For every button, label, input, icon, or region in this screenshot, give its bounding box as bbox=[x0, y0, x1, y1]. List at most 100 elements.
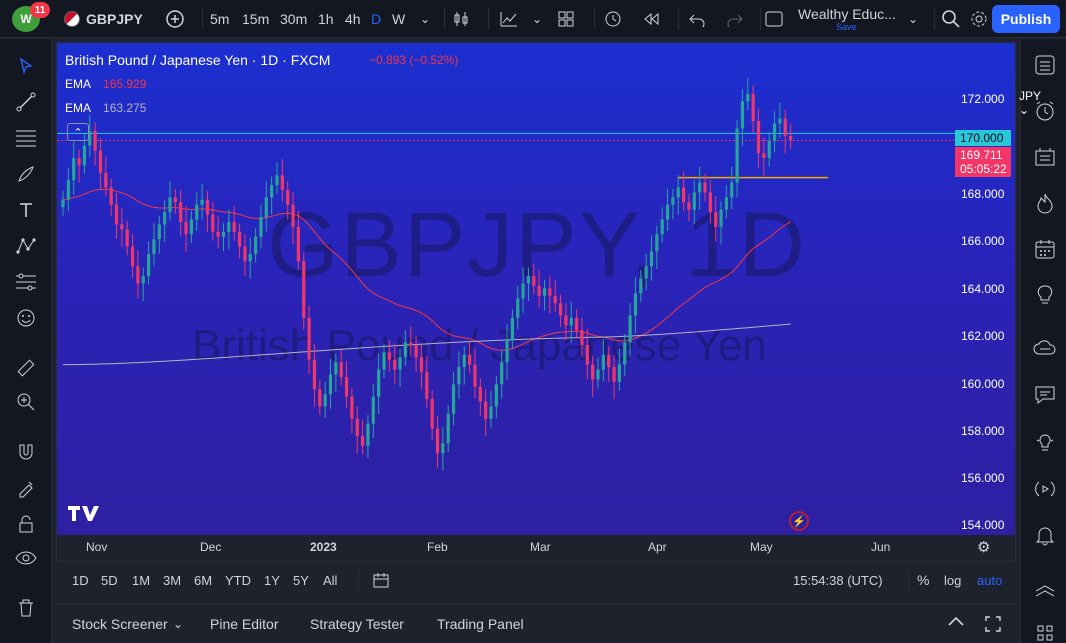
clock-timezone[interactable]: 15:54:38 (UTC) bbox=[793, 573, 883, 588]
trend-line-icon[interactable] bbox=[13, 89, 39, 115]
stay-drawing-icon[interactable] bbox=[13, 475, 39, 501]
time-axis[interactable]: Nov Dec 2023 Feb Mar Apr May Jun ⚙ bbox=[57, 535, 1015, 561]
indicators-icon[interactable] bbox=[496, 6, 522, 32]
log-scale-toggle[interactable]: log bbox=[944, 573, 962, 588]
range-1y[interactable]: 1Y bbox=[264, 573, 280, 588]
candle bbox=[783, 110, 787, 154]
time-tick: Nov bbox=[86, 540, 108, 554]
streams-cloud-icon[interactable] bbox=[1031, 335, 1059, 363]
timeframe-30m[interactable]: 30m bbox=[280, 11, 308, 27]
timeframe-4h[interactable]: 4h bbox=[345, 11, 361, 27]
hotlists-fire-icon[interactable] bbox=[1031, 189, 1059, 217]
dom-layers-icon[interactable] bbox=[1031, 579, 1059, 607]
range-all[interactable]: All bbox=[323, 573, 338, 588]
eye-icon[interactable] bbox=[13, 545, 39, 571]
range-3m[interactable]: 3M bbox=[163, 573, 182, 588]
chevron-down-icon[interactable]: ⌄ bbox=[531, 12, 543, 26]
tab-stock-screener[interactable]: Stock Screener bbox=[72, 616, 168, 632]
symbol-search[interactable]: GBPJPY bbox=[64, 0, 143, 38]
ideas-lightbulb-icon[interactable] bbox=[1031, 281, 1059, 309]
signals-broadcast-icon[interactable] bbox=[1031, 475, 1059, 503]
goto-date-calendar-icon[interactable] bbox=[372, 571, 390, 592]
timeframe-d[interactable]: D bbox=[371, 11, 382, 27]
cursor-icon[interactable] bbox=[13, 53, 39, 79]
candle bbox=[77, 149, 81, 183]
apps-grid-icon[interactable] bbox=[1031, 619, 1059, 643]
zoom-in-icon[interactable] bbox=[13, 389, 39, 415]
lock-icon[interactable] bbox=[13, 511, 39, 537]
range-5y[interactable]: 5Y bbox=[293, 573, 309, 588]
timeframe-5m[interactable]: 5m bbox=[210, 11, 230, 27]
data-window-icon[interactable] bbox=[1031, 143, 1059, 171]
chart-pane[interactable]: GBPJPY, 1D British Pound / Japanese Yen … bbox=[56, 42, 1041, 562]
text-tool-icon[interactable] bbox=[13, 197, 39, 223]
pattern-tool-icon[interactable] bbox=[13, 233, 39, 259]
templates-grid-icon[interactable] bbox=[553, 6, 579, 32]
settings-gear-icon[interactable] bbox=[966, 6, 992, 32]
replay-icon[interactable] bbox=[638, 6, 664, 32]
timeframe-1h[interactable]: 1h bbox=[318, 11, 334, 27]
search-icon[interactable] bbox=[938, 6, 964, 32]
top-toolbar: W 11 GBPJPY 5m 15m 30m 1h 4h D W ⌄ ⌄ bbox=[0, 0, 1066, 38]
chevron-down-icon[interactable]: ⌄ bbox=[173, 617, 184, 631]
fib-retracement-icon[interactable] bbox=[13, 125, 39, 151]
range-1d[interactable]: 1D bbox=[72, 573, 89, 588]
ema-legend-slow[interactable]: EMA 163.275 bbox=[65, 101, 146, 115]
alert-clock-icon[interactable] bbox=[600, 6, 626, 32]
series-legend-title[interactable]: British Pound / Japanese Yen · 1D · FXCM bbox=[65, 52, 331, 68]
calendar-icon[interactable] bbox=[1031, 235, 1059, 263]
watchlist-icon[interactable] bbox=[1031, 51, 1059, 79]
candle bbox=[639, 269, 643, 302]
magnet-icon[interactable] bbox=[13, 439, 39, 465]
prediction-tool-icon[interactable] bbox=[13, 269, 39, 295]
candle bbox=[259, 204, 263, 249]
lightning-icon[interactable]: ⚡ bbox=[789, 511, 809, 531]
alarm-clock-icon[interactable] bbox=[1031, 97, 1059, 125]
collapse-legend-chevron-up-icon[interactable]: ⌃ bbox=[67, 123, 89, 141]
candle bbox=[628, 303, 632, 358]
candle bbox=[130, 234, 135, 278]
candle-style-icon[interactable] bbox=[448, 6, 474, 32]
ema-fast-line bbox=[62, 188, 791, 351]
candle bbox=[601, 338, 605, 382]
auto-scale-toggle[interactable]: auto bbox=[977, 573, 1003, 588]
chevron-down-icon[interactable]: ⌄ bbox=[907, 12, 919, 26]
currency-selector[interactable]: JPY ⌄ bbox=[1019, 89, 1041, 117]
candle bbox=[232, 205, 236, 241]
chevron-down-icon[interactable]: ⌄ bbox=[419, 12, 431, 26]
chats-icon[interactable] bbox=[1031, 381, 1059, 409]
notifications-bell-icon[interactable] bbox=[1031, 521, 1059, 549]
tab-strategy-tester[interactable]: Strategy Tester bbox=[310, 616, 404, 632]
range-5d[interactable]: 5D bbox=[101, 573, 118, 588]
trash-icon[interactable] bbox=[13, 595, 39, 621]
tech-support-icon[interactable] bbox=[1031, 429, 1059, 457]
tab-pine-editor[interactable]: Pine Editor bbox=[210, 616, 279, 632]
range-6m[interactable]: 6M bbox=[194, 573, 213, 588]
undo-icon[interactable] bbox=[684, 6, 710, 32]
ruler-icon[interactable] bbox=[13, 355, 39, 381]
candle bbox=[596, 357, 600, 389]
range-1m[interactable]: 1M bbox=[132, 573, 151, 588]
price-chart[interactable] bbox=[57, 43, 1015, 535]
emoji-icon[interactable] bbox=[13, 305, 39, 331]
fullscreen-square-icon[interactable] bbox=[761, 6, 787, 32]
range-ytd[interactable]: YTD bbox=[225, 573, 251, 588]
chart-settings-gear-icon[interactable]: ⚙ bbox=[977, 539, 991, 556]
compare-add-icon[interactable] bbox=[162, 6, 188, 32]
candle bbox=[489, 390, 493, 428]
brush-icon[interactable] bbox=[13, 161, 39, 187]
timeframe-15m[interactable]: 15m bbox=[242, 11, 270, 27]
redo-icon[interactable] bbox=[722, 6, 748, 32]
layout-name[interactable]: Wealthy Educ... bbox=[798, 6, 896, 22]
chevron-up-icon[interactable] bbox=[946, 614, 966, 631]
symbol-name-watermark: British Pound / Japanese Yen bbox=[192, 321, 767, 370]
ema-legend-fast[interactable]: EMA 165.929 bbox=[65, 77, 146, 91]
maximize-panel-icon[interactable] bbox=[984, 615, 1002, 636]
timeframe-w[interactable]: W bbox=[392, 11, 406, 27]
percent-scale-toggle[interactable]: % bbox=[917, 572, 930, 588]
candle bbox=[751, 85, 755, 133]
tab-trading-panel[interactable]: Trading Panel bbox=[437, 616, 524, 632]
candle bbox=[735, 119, 739, 198]
publish-button[interactable]: Publish bbox=[992, 5, 1060, 33]
